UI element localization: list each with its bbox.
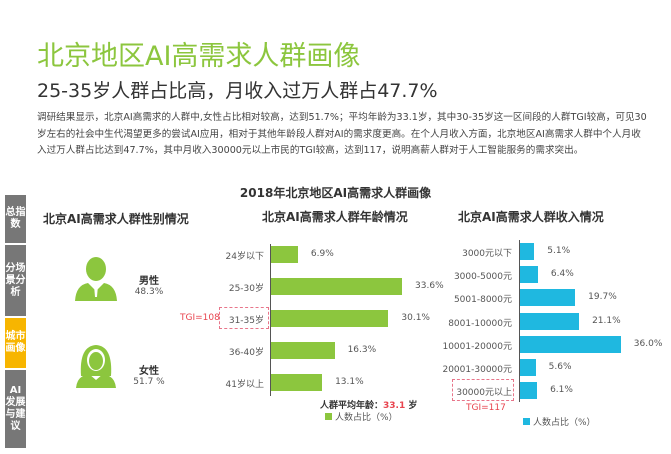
category-label: 24岁以下 [225,252,264,262]
category-label: 3000-5000元 [453,272,512,282]
sidebar-item-scenario-analysis[interactable]: 分场景分析 [5,245,26,318]
average-age-value: 33.1 [383,401,406,411]
male-label: 男性 [139,276,159,287]
tgi-highlight-box [219,307,269,329]
sidebar-item-city-portrait[interactable]: 城市画像 [5,318,26,370]
bar [520,266,538,283]
income-axis [519,240,520,402]
gender-chart-title: 北京AI高需求人群性别情况 [43,212,189,226]
page-title: 北京地区AI高需求人群画像 [37,41,361,72]
age-legend-label: 人数占比（%） [335,413,398,423]
male-icon [75,257,117,301]
value-label: 33.6% [415,281,444,291]
value-label: 5.6% [548,362,572,372]
category-label: 36-40岁 [228,348,264,358]
bar [271,246,298,263]
female-value: 51.7 % [133,377,165,387]
category-label: 41岁以上 [225,380,264,390]
female-icon [76,345,116,388]
bar [520,289,576,306]
bar [520,359,536,376]
category-label: 8001-10000元 [448,319,512,329]
bar [271,278,403,295]
average-age-unit: 岁 [408,401,418,411]
female-label: 女性 [139,366,159,377]
category-label: 25-30岁 [228,284,264,294]
page-subtitle: 25-35岁人群占比高，月收入过万人群占47.7% [37,80,438,102]
income-tgi-annotation: TGI=117 [466,403,506,413]
average-age-label: 人群平均年龄： [320,401,384,411]
average-age: 人群平均年龄：33.1 岁 [320,398,417,411]
bar [520,336,621,353]
value-label: 16.3% [347,345,377,355]
category-label: 10001-20000元 [442,342,512,352]
age-legend: 人数占比（%） [325,410,398,423]
value-label: 6.9% [310,249,334,259]
bar [271,342,335,359]
legend-swatch-blue [523,418,530,425]
value-label: 36.0% [633,339,663,349]
tgi-highlight-box-income [452,379,514,401]
value-label: 30.1% [401,313,430,323]
legend-swatch-green [325,413,332,420]
category-label: 31-35岁 [228,316,264,326]
category-label: 20001-30000元 [442,365,512,375]
age-axis [270,244,271,396]
income-legend: 人数占比（%） [523,415,596,428]
chart-main-title: 2018年北京地区AI高需求人群画像 [239,186,432,200]
value-label: 21.1% [592,316,621,326]
category-label: 5001-8000元 [453,295,512,305]
bar [520,313,580,330]
bar [271,310,389,327]
bar [271,374,323,391]
value-label: 19.7% [588,292,617,302]
value-label: 6.1% [550,385,573,395]
income-chart-title: 北京AI高需求人群收入情况 [458,210,604,224]
value-label: 5.1% [547,246,571,256]
bar [520,382,538,399]
sidebar-item-overall-index[interactable]: 总指数 [5,195,26,245]
bar [520,243,535,260]
value-label: 13.1% [335,377,364,387]
summary-paragraph: 调研结果显示，北京AI高需求的人群中,女性占比相对较高，达到51.7%；平均年龄… [37,112,647,156]
category-label: 30000元以上 [456,388,512,398]
age-chart-title: 北京AI高需求人群年龄情况 [262,210,408,224]
sidebar-item-ai-development[interactable]: AI发展与建议 [5,370,26,450]
category-label: 3000元以下 [462,249,512,259]
income-legend-label: 人数占比（%） [533,418,596,428]
value-label: 6.4% [550,269,574,279]
age-tgi-annotation: TGI=108 [180,313,220,323]
male-value: 48.3% [134,287,164,297]
